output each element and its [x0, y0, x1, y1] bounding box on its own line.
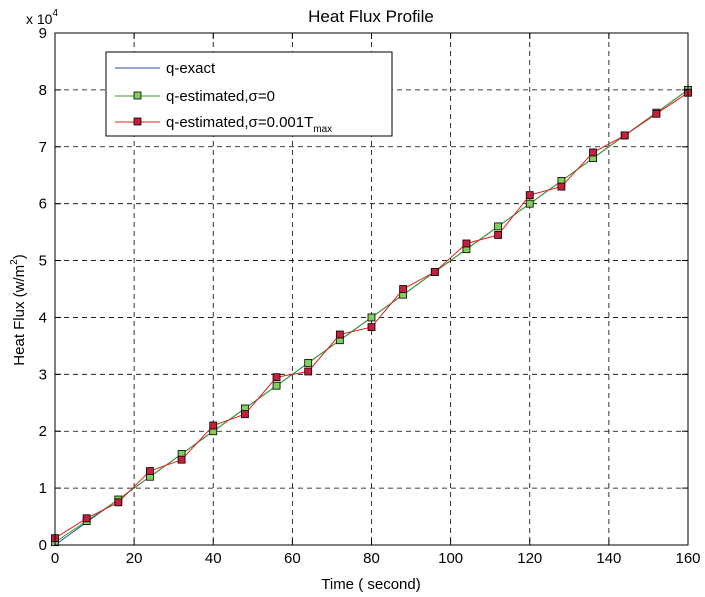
y-tick-label: 3	[39, 366, 47, 383]
x-tick-label: 140	[596, 550, 621, 567]
data-point-1	[304, 359, 313, 367]
data-point-2	[430, 268, 439, 276]
y-tick-label: 8	[39, 82, 47, 99]
x-tick-label: 0	[51, 550, 59, 567]
y-tick-label: 4	[39, 309, 47, 326]
data-point-2	[494, 231, 503, 239]
x-tick-label: 60	[284, 550, 301, 567]
y-tick-label: 2	[39, 423, 47, 440]
data-point-2	[652, 109, 661, 118]
y-axis-multiplier-base: x 10	[26, 11, 53, 27]
y-tick-label: 5	[39, 253, 47, 270]
data-point-1	[494, 222, 503, 231]
legend-entry-q-estimated-sigma-tmax: q-estimated,σ=0.001Tmax	[115, 114, 332, 135]
x-tick-label: 120	[517, 550, 542, 567]
legend-sigma-symbol-tmax: σ	[249, 114, 259, 131]
legend-sigma-tmax-value: =0.001T	[258, 114, 313, 131]
y-axis-label-suffix: )	[11, 254, 28, 259]
data-point-2	[82, 514, 91, 523]
data-point-2	[557, 182, 566, 191]
legend-tmax-subscript: max	[313, 124, 332, 135]
legend-label-q-estimated-sigma-tmax: q-estimated,σ=0.001Tmax	[166, 114, 332, 135]
y-tick-label: 6	[39, 196, 47, 213]
x-tick-label: 160	[675, 550, 700, 567]
legend-entry-q-estimated-sigma-0: q-estimated,σ=0	[115, 88, 275, 105]
y-axis-multiplier-exponent: 4	[52, 8, 58, 19]
data-point-2	[462, 239, 471, 248]
legend-marker-q-estimated-sigma-tmax	[133, 117, 142, 126]
y-tick-label: 7	[39, 139, 47, 156]
data-point-2	[209, 421, 218, 430]
data-point-2	[525, 191, 534, 200]
x-tick-label: 20	[126, 550, 143, 567]
y-axis-label: Heat Flux (w/m2)	[9, 254, 28, 365]
y-tick-label: 1	[39, 480, 47, 497]
legend-marker-q-estimated-sigma-0	[133, 91, 142, 100]
legend-text-q-estimated-sigma-0: q-estimated,	[166, 88, 249, 105]
data-point-1	[525, 199, 534, 208]
data-point-2	[240, 410, 249, 419]
chart-title: Heat Flux Profile	[308, 7, 434, 26]
data-point-2	[304, 367, 313, 376]
series-layer	[51, 85, 692, 547]
x-tick-label: 40	[205, 550, 222, 567]
data-point-2	[146, 467, 154, 475]
data-point-2	[272, 373, 281, 382]
data-point-2	[589, 148, 597, 157]
x-axis-label: Time ( second)	[321, 576, 420, 593]
legend-label-q-estimated-sigma-0: q-estimated,σ=0	[166, 88, 275, 105]
data-point-2	[399, 285, 408, 293]
legend-text-q-estimated-sigma-tmax: q-estimated,	[166, 114, 249, 131]
y-tick-label: 0	[39, 537, 47, 554]
data-point-1	[272, 381, 281, 390]
legend: q-exact q-estimated,σ=0 q-estimated,σ=0.…	[105, 51, 393, 137]
legend-label-q-exact: q-exact	[166, 60, 216, 77]
y-axis-label-text: Heat Flux (w/m	[11, 265, 28, 366]
series-2	[51, 88, 692, 543]
axis-ticks: 0 20 40 60 80 100 120 140 160 0 1 2 3 4 5 6 7 8 9	[39, 25, 701, 567]
legend-sigma-value: =0	[258, 88, 275, 105]
data-point-2	[177, 455, 186, 464]
x-tick-label: 100	[438, 550, 463, 567]
data-point-1	[367, 313, 376, 322]
data-point-2	[114, 498, 123, 507]
y-axis-label-superscript: 2	[9, 259, 20, 265]
data-point-2	[335, 330, 344, 339]
data-point-2	[620, 131, 629, 140]
data-point-2	[367, 323, 376, 332]
y-axis-multiplier: x 104	[26, 8, 58, 27]
y-tick-label: 9	[39, 25, 47, 42]
x-tick-label: 80	[363, 550, 380, 567]
legend-entry-q-exact: q-exact	[115, 60, 216, 77]
legend-sigma-symbol: σ	[249, 88, 259, 105]
